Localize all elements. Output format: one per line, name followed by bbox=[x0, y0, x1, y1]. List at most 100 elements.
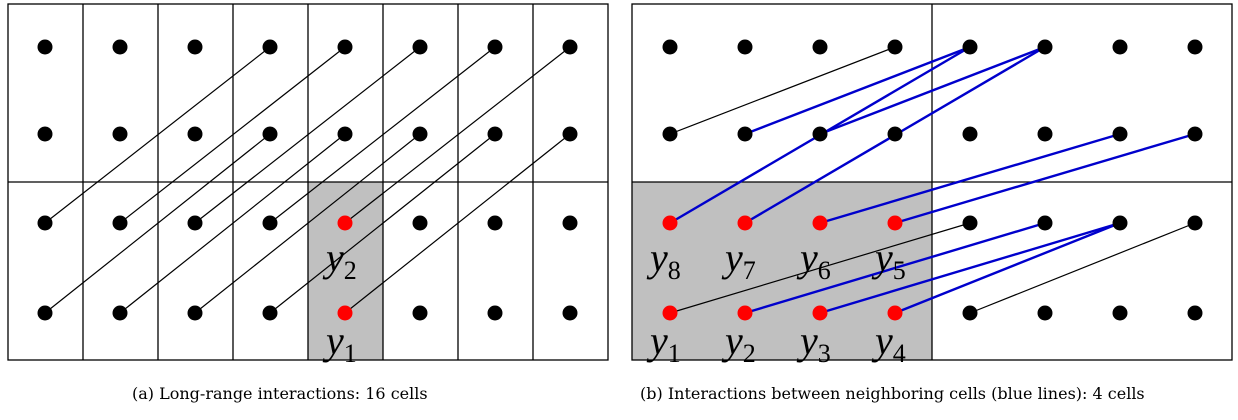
panel-a-interaction-line bbox=[44, 133, 271, 314]
panel-a-point bbox=[112, 126, 128, 142]
panel-a-point bbox=[187, 215, 203, 231]
panel-b-target-point bbox=[662, 305, 678, 321]
panel-b-target-point bbox=[737, 215, 753, 231]
panel-b-neighbor-line bbox=[819, 132, 1121, 225]
panel-a-long-range: y2 y1 bbox=[7, 3, 609, 368]
panel-b-neighboring: y8 y7 y6 y5 y1 y2 y3 y4 bbox=[631, 3, 1233, 368]
panel-b-point bbox=[887, 126, 903, 142]
panel-a-interaction-line bbox=[44, 46, 271, 224]
panel-a-point bbox=[262, 215, 278, 231]
panel-a-point bbox=[412, 215, 428, 231]
panel-b-point bbox=[1037, 39, 1053, 55]
caption-panel-a: (a) Long-range interactions: 16 cells bbox=[132, 384, 428, 403]
panel-a-point bbox=[337, 39, 353, 55]
panel-a-point bbox=[112, 305, 128, 321]
panel-b-target-point bbox=[812, 305, 828, 321]
label-y5: y5 bbox=[871, 235, 906, 285]
panel-a-point bbox=[487, 215, 503, 231]
panel-a-interaction-line bbox=[344, 133, 571, 314]
panel-b-point bbox=[662, 39, 678, 55]
panel-a-point bbox=[187, 126, 203, 142]
panel-b-point bbox=[1187, 215, 1203, 231]
panel-b-point bbox=[662, 126, 678, 142]
panel-b-interaction-line bbox=[969, 222, 1196, 314]
panel-b-neighbor-line bbox=[894, 221, 1121, 315]
panel-a-target-point bbox=[337, 215, 353, 231]
panel-b-neighbor-line bbox=[819, 221, 1121, 315]
panel-b-point bbox=[1112, 215, 1128, 231]
panel-b-neighbor-line bbox=[744, 221, 1046, 315]
panel-a-interaction-line bbox=[269, 133, 496, 314]
panel-a-interaction-line bbox=[119, 46, 346, 224]
panel-a-point bbox=[487, 305, 503, 321]
label-y1-panel-a: y1 bbox=[322, 318, 357, 368]
panel-a-interaction-line bbox=[269, 46, 496, 224]
panel-a-interaction-line bbox=[194, 46, 421, 224]
panel-a-point bbox=[112, 39, 128, 55]
panel-a-interaction-line bbox=[119, 133, 346, 314]
panel-a-point bbox=[562, 305, 578, 321]
panel-b-point bbox=[1112, 126, 1128, 142]
panel-b-point bbox=[962, 39, 978, 55]
panel-b-points bbox=[662, 39, 1203, 321]
panel-b-point bbox=[962, 305, 978, 321]
panel-b-point bbox=[737, 126, 753, 142]
panel-b-point bbox=[1037, 215, 1053, 231]
panel-b-point bbox=[1037, 126, 1053, 142]
caption-panel-b: (b) Interactions between neighboring cel… bbox=[640, 384, 1145, 403]
label-y4: y4 bbox=[871, 318, 906, 368]
panel-b-interaction-line bbox=[669, 46, 896, 135]
panel-a-point bbox=[562, 215, 578, 231]
panel-b-point bbox=[887, 39, 903, 55]
panel-a-point bbox=[337, 126, 353, 142]
panel-a-point bbox=[412, 126, 428, 142]
panel-a-grid bbox=[7, 3, 609, 361]
panel-a-points bbox=[37, 39, 578, 321]
panel-a-point bbox=[412, 305, 428, 321]
panel-b-neighbor-line bbox=[744, 45, 971, 136]
panel-a-point bbox=[562, 39, 578, 55]
label-y2-panel-a: y2 bbox=[322, 235, 357, 285]
panel-a-point bbox=[187, 305, 203, 321]
panel-b-target-point bbox=[887, 215, 903, 231]
panel-b-grid bbox=[631, 3, 1233, 361]
panel-b-point bbox=[962, 126, 978, 142]
panel-b-point bbox=[962, 215, 978, 231]
label-y8: y8 bbox=[646, 235, 681, 285]
panel-a-point bbox=[187, 39, 203, 55]
panel-b-point bbox=[1037, 305, 1053, 321]
panel-b-target-point bbox=[887, 305, 903, 321]
panel-b-point bbox=[1112, 39, 1128, 55]
panel-a-point bbox=[562, 126, 578, 142]
panel-b-point bbox=[737, 39, 753, 55]
panel-b-point bbox=[1187, 39, 1203, 55]
panel-b-point bbox=[812, 126, 828, 142]
label-y7: y7 bbox=[721, 235, 756, 285]
panel-a-point bbox=[262, 39, 278, 55]
panel-a-point bbox=[37, 215, 53, 231]
panel-a-point bbox=[37, 39, 53, 55]
panel-b-point bbox=[812, 39, 828, 55]
label-y6: y6 bbox=[796, 235, 831, 285]
panel-a-point bbox=[487, 39, 503, 55]
panel-b-neighbor-line bbox=[819, 45, 1046, 136]
panel-a-point bbox=[487, 126, 503, 142]
panel-a-interaction-line bbox=[344, 46, 571, 224]
panel-a-target-point bbox=[337, 305, 353, 321]
panel-a-interaction-line bbox=[194, 133, 421, 314]
label-y1: y1 bbox=[646, 318, 681, 368]
panel-b-target-point bbox=[812, 215, 828, 231]
panel-a-point bbox=[412, 39, 428, 55]
panel-a-point bbox=[262, 126, 278, 142]
panel-b-target-point bbox=[662, 215, 678, 231]
label-y2: y2 bbox=[721, 318, 756, 368]
panel-b-neighbor-line bbox=[894, 132, 1196, 225]
panel-a-point bbox=[37, 305, 53, 321]
panel-a-target-cell bbox=[308, 182, 383, 360]
panel-a-point bbox=[262, 305, 278, 321]
panel-a-point bbox=[112, 215, 128, 231]
panel-b-target-point bbox=[737, 305, 753, 321]
panel-a-point bbox=[37, 126, 53, 142]
panel-b-interaction-line bbox=[669, 222, 971, 314]
